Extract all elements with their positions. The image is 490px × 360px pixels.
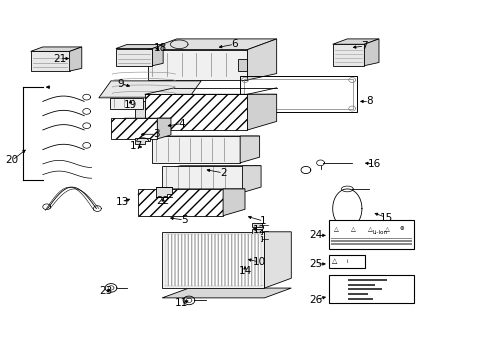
Polygon shape (238, 59, 247, 71)
Text: 17: 17 (130, 141, 144, 151)
Text: △: △ (351, 226, 356, 231)
Bar (329, 220, 414, 249)
Text: 25: 25 (310, 259, 323, 269)
Polygon shape (30, 51, 70, 71)
Text: 9: 9 (118, 78, 124, 89)
Text: 1: 1 (260, 216, 267, 226)
Polygon shape (116, 45, 163, 49)
Text: 7: 7 (361, 41, 368, 51)
Polygon shape (225, 251, 240, 260)
Text: 13: 13 (116, 197, 129, 207)
Polygon shape (70, 47, 82, 71)
Text: 16: 16 (368, 159, 381, 169)
Bar (331, 238, 412, 239)
Polygon shape (145, 94, 247, 130)
Polygon shape (252, 229, 262, 234)
Polygon shape (147, 39, 277, 50)
Text: 4: 4 (178, 118, 185, 129)
Bar (244, 79, 353, 109)
Polygon shape (138, 189, 223, 216)
Polygon shape (252, 223, 262, 227)
Polygon shape (162, 166, 261, 170)
Polygon shape (147, 50, 247, 80)
Text: 12: 12 (253, 225, 266, 235)
Polygon shape (111, 118, 157, 139)
Text: 22: 22 (156, 197, 170, 206)
Text: 23: 23 (99, 287, 113, 296)
Polygon shape (223, 189, 245, 216)
Polygon shape (152, 136, 260, 140)
Bar (348, 284, 375, 286)
Polygon shape (157, 118, 171, 139)
Text: 18: 18 (154, 43, 168, 53)
Bar (348, 297, 373, 300)
Text: △: △ (334, 226, 339, 231)
Bar (348, 288, 382, 291)
Text: 3: 3 (153, 129, 160, 139)
Polygon shape (162, 166, 243, 193)
Polygon shape (333, 44, 365, 66)
Polygon shape (162, 288, 291, 298)
Polygon shape (152, 136, 240, 163)
Bar (348, 293, 368, 295)
Polygon shape (247, 94, 277, 130)
Text: Li-Ion: Li-Ion (372, 230, 388, 235)
Bar (331, 243, 412, 245)
Text: 2: 2 (220, 168, 226, 178)
Polygon shape (138, 189, 245, 194)
Polygon shape (145, 94, 277, 102)
Bar (331, 240, 412, 242)
Bar (329, 255, 366, 267)
Text: 26: 26 (310, 295, 323, 305)
Polygon shape (111, 118, 171, 122)
Polygon shape (152, 45, 163, 66)
Polygon shape (252, 237, 262, 241)
Polygon shape (247, 39, 277, 80)
Polygon shape (99, 81, 201, 98)
Polygon shape (240, 136, 260, 163)
Polygon shape (30, 47, 82, 51)
Polygon shape (135, 102, 145, 123)
Text: 8: 8 (366, 96, 372, 107)
Polygon shape (110, 98, 143, 109)
Text: 21: 21 (53, 54, 67, 64)
Text: △: △ (332, 258, 337, 264)
Polygon shape (243, 166, 261, 193)
Polygon shape (135, 138, 150, 144)
Text: 19: 19 (124, 100, 137, 110)
Polygon shape (156, 187, 172, 197)
Text: 14: 14 (238, 266, 252, 276)
Polygon shape (116, 49, 152, 66)
Text: △: △ (385, 226, 390, 231)
Text: △: △ (368, 226, 372, 231)
Text: 5: 5 (181, 215, 187, 225)
Polygon shape (265, 232, 291, 288)
Text: 6: 6 (231, 39, 238, 49)
Polygon shape (333, 39, 379, 44)
Text: 20: 20 (5, 156, 19, 165)
Bar (348, 279, 387, 281)
Text: 11: 11 (175, 298, 188, 308)
Text: 24: 24 (310, 230, 323, 240)
Text: i: i (346, 259, 348, 264)
Text: 15: 15 (380, 212, 393, 222)
Text: 10: 10 (253, 257, 266, 267)
Text: ⊗: ⊗ (399, 226, 404, 231)
Bar (329, 275, 414, 303)
Bar (166, 234, 261, 286)
Polygon shape (365, 39, 379, 66)
Polygon shape (162, 232, 265, 288)
Bar (240, 76, 357, 112)
